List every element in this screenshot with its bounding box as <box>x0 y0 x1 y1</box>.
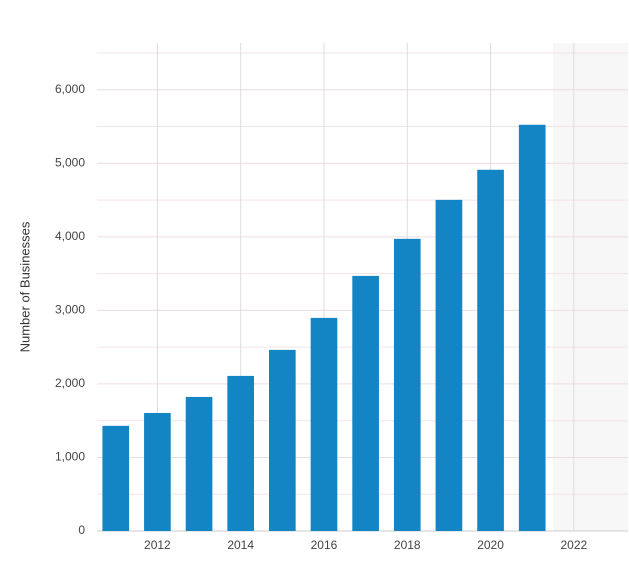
bar <box>352 275 379 531</box>
x-tick-label: 2018 <box>394 538 421 552</box>
bar <box>227 375 255 531</box>
y-tick-label: 3,000 <box>55 303 85 317</box>
y-tick-label: 2,000 <box>55 376 85 390</box>
y-tick-label: 6,000 <box>55 82 85 96</box>
y-tick-label: 0 <box>78 523 85 537</box>
bar <box>144 412 171 531</box>
x-tick-label: 2016 <box>311 538 338 552</box>
y-tick-label: 1,000 <box>55 450 85 464</box>
bar <box>477 169 504 531</box>
y-tick-label: 4,000 <box>55 229 85 243</box>
x-tick-label: 2012 <box>144 538 171 552</box>
bar <box>310 317 338 531</box>
bar <box>435 199 463 531</box>
x-tick-label: 2022 <box>561 538 588 552</box>
y-axis-label: Number of Businesses <box>17 221 32 352</box>
bar <box>269 349 296 531</box>
shaded-region <box>553 43 628 531</box>
x-tick-label: 2014 <box>227 538 254 552</box>
bar <box>102 425 130 531</box>
bar <box>185 396 213 531</box>
bar <box>518 124 546 532</box>
y-tick-label: 5,000 <box>55 155 85 169</box>
x-tick-label: 2020 <box>477 538 504 552</box>
bar <box>393 238 421 531</box>
